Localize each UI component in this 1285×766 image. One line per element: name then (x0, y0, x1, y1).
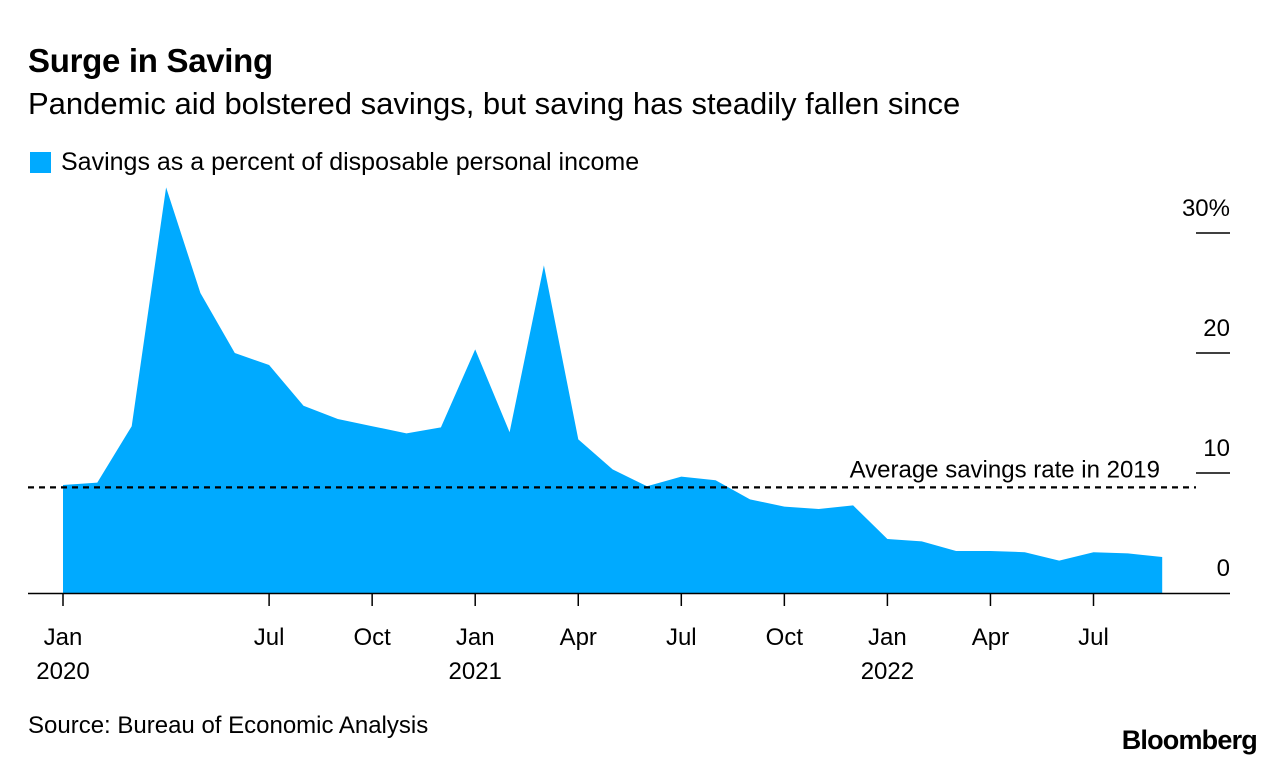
x-tick-label-2021-07: Jul (666, 624, 697, 651)
x-tick-year-2020-01: 2020 (36, 658, 89, 685)
x-tick-label-2022-01: Jan (868, 624, 907, 651)
savings-rate-area (63, 187, 1163, 593)
axes: Jan 2020 Jul Oct Jan 2021 Apr Jul Oct Jan 2022 Apr J… (28, 195, 1230, 685)
reference-line-label: Average savings rate in 2019 (850, 456, 1160, 483)
legend-label: Savings as a percent of disposable perso… (61, 148, 640, 176)
y-tick-label-10: 10 (1203, 435, 1230, 462)
y-tick-label-30: 30% (1182, 195, 1230, 222)
x-tick-label-2020-10: Oct (353, 624, 391, 651)
source-note: Source: Bureau of Economic Analysis (28, 712, 429, 739)
legend-swatch (30, 152, 51, 173)
x-tick-label-2022-04: Apr (972, 624, 1009, 651)
chart-title: Surge in Saving (28, 42, 273, 79)
y-tick-label-0: 0 (1217, 555, 1230, 582)
y-tick-label-20: 20 (1203, 315, 1230, 342)
chart-subtitle: Pandemic aid bolstered savings, but savi… (28, 86, 961, 121)
bloomberg-logo: Bloomberg (1121, 725, 1258, 755)
x-tick-label-2020-01: Jan (44, 624, 83, 651)
x-tick-year-2021-01: 2021 (449, 658, 502, 685)
x-tick-label-2021-01: Jan (456, 624, 495, 651)
x-tick-year-2022-01: 2022 (861, 658, 914, 685)
x-tick-label-2022-07: Jul (1078, 624, 1109, 651)
x-tick-label-2020-07: Jul (254, 624, 285, 651)
plot-area: Average savings rate in 2019 (28, 187, 1196, 593)
x-tick-label-2021-04: Apr (560, 624, 597, 651)
legend: Savings as a percent of disposable perso… (30, 148, 639, 177)
x-tick-label-2021-10: Oct (766, 624, 804, 651)
